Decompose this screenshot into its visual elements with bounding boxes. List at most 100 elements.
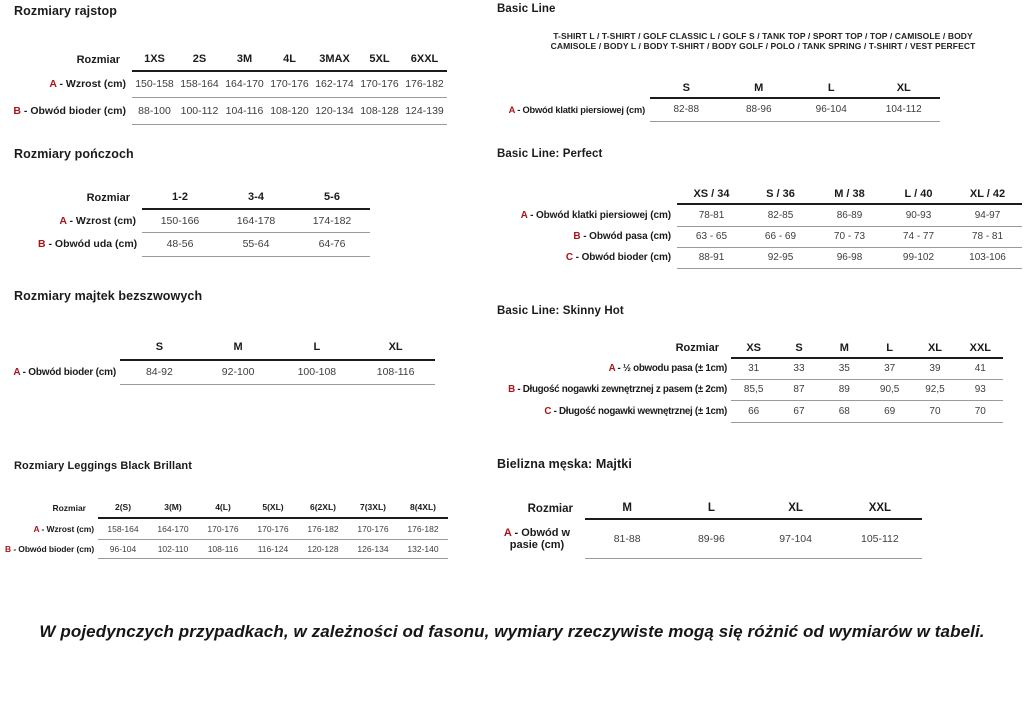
- measurement-label: A - Wzrost (cm): [5, 518, 98, 539]
- measurement-label: A - Obwód bioder (cm): [5, 360, 120, 384]
- header-row: S M L XL: [5, 334, 435, 361]
- size-value: 81-88: [585, 519, 670, 559]
- measurement-name: - Obwód bioder (cm): [23, 104, 126, 117]
- measurement-letter: A: [59, 214, 67, 227]
- basic-line-size-table: S M L XL A - Obwód klatki piersiowej (cm…: [497, 78, 940, 122]
- header-row: Rozmiar 2(S) 3(M) 4(L) 5(XL) 6(2XL) 7(3X…: [5, 497, 448, 519]
- measurement-name: - Obwód bioder (cm): [13, 543, 95, 554]
- size-value: 170-176: [198, 518, 248, 540]
- measurement-name: - Obwód pasa (cm): [583, 231, 671, 242]
- size-value: 170-176: [267, 71, 312, 98]
- size-value: 103-106: [953, 247, 1022, 269]
- products-line-1: T-SHIRT L / T-SHIRT / GOLF CLASSIC L / G…: [553, 31, 973, 41]
- size-header-cell: XL: [356, 334, 435, 361]
- bielizna-meska-size-table: Rozmiar M L XL XXL A - Obwód w pasie (cm…: [497, 498, 922, 559]
- size-value: 99-102: [884, 247, 953, 269]
- size-header-cell: S: [120, 334, 199, 361]
- size-header-cell: M: [198, 334, 278, 361]
- measurement-letter: C: [565, 252, 573, 263]
- perfect-title: Basic Line: Perfect: [497, 148, 603, 160]
- corner-label: Rozmiar: [52, 502, 86, 513]
- measurement-letter: A: [49, 78, 57, 90]
- measurement-label: A - Obwód klatki piersiowej (cm): [497, 204, 677, 226]
- measurement-letter: B: [573, 231, 581, 242]
- measurement-label: B - Obwód bioder (cm): [5, 97, 132, 124]
- size-header-cell: 3-4: [218, 186, 294, 210]
- size-value: 132-140: [398, 539, 448, 559]
- size-header-cell: 5XL: [357, 48, 402, 72]
- size-value: 82-85: [746, 204, 815, 227]
- size-header-cell: L: [795, 78, 868, 99]
- header-row: S M L XL: [497, 78, 940, 99]
- table-row: A - Obwód klatki piersiowej (cm) 78-81 8…: [497, 204, 1022, 227]
- size-value: 162-174: [312, 71, 357, 98]
- measurement-name: - Obwód bioder (cm): [22, 366, 117, 378]
- size-value: 87: [776, 379, 822, 401]
- size-value: 96-104: [98, 539, 148, 559]
- size-value: 88-96: [722, 98, 795, 122]
- size-header-cell: 1XS: [132, 48, 177, 72]
- size-value: 31: [731, 358, 777, 380]
- size-header-cell: M: [821, 338, 867, 359]
- measurement-label: B - Obwód uda (cm): [38, 232, 142, 256]
- size-value: 170-176: [348, 518, 398, 540]
- size-value: 150-158: [132, 71, 177, 98]
- size-value: 89-96: [669, 519, 754, 559]
- size-value: 120-134: [312, 97, 357, 125]
- size-value: 92-100: [198, 360, 278, 385]
- size-value: 86-89: [815, 204, 884, 227]
- size-header-cell: 5(XL): [248, 497, 298, 519]
- table-row: A - Wzrost (cm) 150-158 158-164 164-170 …: [5, 71, 447, 98]
- size-value: 70: [912, 400, 958, 423]
- size-header-cell: 3(M): [148, 497, 198, 519]
- table-row: A - Obwód w pasie (cm) 81-88 89-96 97-10…: [497, 519, 922, 559]
- table-row: B - Długość nogawki zewnętrznej z pasem …: [497, 379, 1003, 401]
- size-value: 84-92: [120, 360, 199, 385]
- corner-label: Rozmiar: [675, 342, 719, 354]
- size-value: 158-164: [177, 71, 222, 98]
- size-value: 88-100: [132, 97, 177, 125]
- ponczochy-size-table: Rozmiar 1-2 3-4 5-6 A - Wzrost (cm) 150-…: [38, 186, 370, 257]
- size-value: 176-182: [402, 71, 447, 98]
- table-row: A - Wzrost (cm) 158-164 164-170 170-176 …: [5, 518, 448, 540]
- majtki-bezszwowe-size-table: S M L XL A - Obwód bioder (cm) 84-92 92-…: [5, 334, 435, 385]
- measurement-label: B - Długość nogawki zewnętrznej z pasem …: [497, 379, 731, 400]
- rajstopy-size-table: Rozmiar 1XS 2S 3M 4L 3MAX 5XL 6XXL A - W…: [5, 48, 447, 125]
- measurement-label: B - Obwód pasa (cm): [497, 226, 677, 247]
- majtki-bezszwowe-title: Rozmiary majtek bezszwowych: [14, 289, 203, 303]
- measurement-letter: A: [508, 104, 515, 115]
- table-row: A - ½ obwodu pasa (± 1cm) 31 33 35 37 39…: [497, 358, 1003, 380]
- size-header-cell: 3M: [222, 48, 267, 72]
- rajstopy-title: Rozmiary rajstop: [14, 4, 118, 18]
- size-value: 164-170: [222, 71, 267, 98]
- size-value: 90-93: [884, 204, 953, 227]
- size-value: 41: [957, 358, 1003, 380]
- size-value: 164-178: [218, 209, 294, 233]
- size-value: 176-182: [298, 518, 348, 540]
- size-header-cell: XL: [912, 338, 958, 359]
- size-header-cell: 6XXL: [402, 48, 447, 72]
- table-row: A - Wzrost (cm) 150-166 164-178 174-182: [38, 209, 370, 233]
- size-value: 96-98: [815, 247, 884, 269]
- size-value: 64-76: [294, 232, 370, 257]
- measurement-name: - Wzrost (cm): [69, 214, 137, 227]
- size-header-cell: 4L: [267, 48, 312, 72]
- measurement-name: - Obwód klatki piersiowej (cm): [530, 209, 671, 221]
- size-value: 100-112: [177, 97, 222, 125]
- size-header-cell: S: [650, 78, 723, 99]
- size-header-cell: 2S: [177, 48, 222, 72]
- size-header-cell: XXL: [957, 338, 1003, 359]
- size-value: 102-110: [148, 539, 198, 559]
- corner-label: Rozmiar: [86, 191, 130, 204]
- size-value: 33: [776, 358, 822, 380]
- size-header-cell: S: [776, 338, 822, 359]
- size-header-cell: M: [722, 78, 795, 99]
- measurement-label: B - Obwód bioder (cm): [5, 539, 98, 558]
- size-header-cell: 5-6: [294, 186, 370, 210]
- size-value: 66 - 69: [746, 226, 815, 248]
- measurement-label: A - Obwód w pasie (cm): [497, 519, 585, 558]
- corner-empty: [5, 334, 120, 360]
- measurement-letter: C: [544, 405, 552, 417]
- header-row: Rozmiar 1-2 3-4 5-6: [38, 186, 370, 210]
- size-header-cell: L: [866, 338, 913, 359]
